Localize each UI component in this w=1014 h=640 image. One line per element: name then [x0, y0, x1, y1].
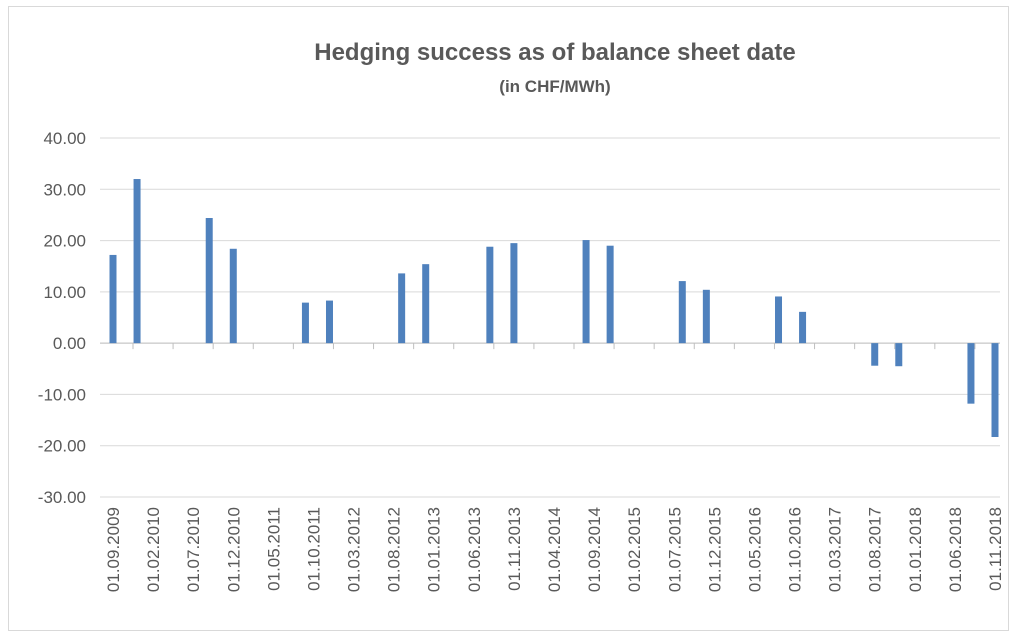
chart-subtitle: (in CHF/MWh): [499, 77, 610, 96]
bar: [775, 296, 783, 344]
y-tick-label: 0.00: [53, 334, 86, 353]
y-tick-label: 40.00: [43, 129, 86, 148]
x-tick-label: 01.11.2018: [986, 507, 1005, 591]
x-tick-label: 01.03.2017: [826, 507, 845, 592]
x-tick-label: 01.10.2016: [786, 507, 805, 592]
bar: [109, 254, 117, 344]
x-tick-label: 01.10.2011: [304, 507, 323, 591]
bar: [871, 343, 879, 366]
bar: [799, 311, 807, 344]
x-tick-label: 01.06.2013: [465, 507, 484, 592]
bar: [325, 300, 333, 344]
x-tick-label: 01.11.2013: [505, 507, 524, 591]
x-tick-label: 01.04.2014: [545, 507, 564, 592]
x-tick-label: 01.02.2015: [625, 507, 644, 592]
x-tick-label: 01.05.2016: [745, 507, 764, 592]
y-tick-label: -30.00: [38, 488, 86, 507]
bar: [991, 343, 999, 437]
bar: [582, 240, 590, 344]
bar: [967, 343, 975, 404]
x-tick-label: 01.05.2011: [264, 507, 283, 591]
bar: [702, 289, 710, 344]
y-tick-label: 20.00: [43, 232, 86, 251]
chart-border: [8, 6, 1009, 631]
y-tick-label: 30.00: [43, 180, 86, 199]
x-tick-label: 01.09.2014: [585, 507, 604, 592]
x-tick-label: 01.09.2009: [104, 507, 123, 592]
bar: [301, 302, 309, 344]
x-tick-label: 01.01.2013: [425, 507, 444, 592]
y-tick-label: -10.00: [38, 385, 86, 404]
x-tick-label: 01.03.2012: [345, 507, 364, 592]
y-tick-label: 10.00: [43, 283, 86, 302]
x-tick-label: 01.08.2012: [385, 507, 404, 592]
bar: [398, 273, 406, 344]
x-tick-label: 01.06.2018: [946, 507, 965, 592]
bar: [133, 179, 141, 344]
bar: [486, 246, 494, 344]
bar: [229, 248, 237, 344]
bar: [422, 264, 430, 344]
bar: [510, 243, 518, 344]
y-tick-label: -20.00: [38, 437, 86, 456]
chart-title: Hedging success as of balance sheet date: [314, 39, 796, 66]
bar: [678, 281, 686, 344]
x-tick-label: 01.01.2018: [906, 507, 925, 592]
x-tick-label: 01.07.2010: [184, 507, 203, 592]
x-tick-label: 01.02.2010: [144, 507, 163, 592]
x-tick-label: 01.07.2015: [665, 507, 684, 592]
bar: [895, 343, 903, 367]
bar: [205, 218, 213, 344]
bar: [606, 245, 614, 344]
x-tick-label: 01.12.2010: [224, 507, 243, 592]
x-tick-label: 01.08.2017: [866, 507, 885, 592]
x-tick-label: 01.12.2015: [705, 507, 724, 592]
